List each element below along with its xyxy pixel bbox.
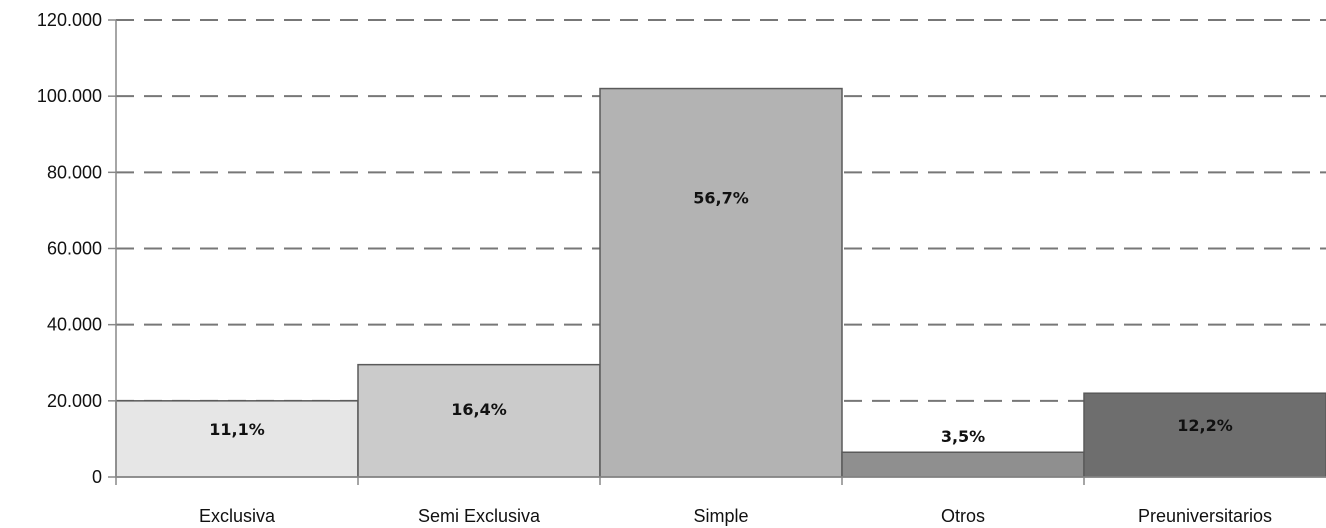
- y-tick-label: 120.000: [37, 10, 102, 30]
- y-tick-label: 60.000: [47, 239, 102, 259]
- bar-preuniversitarios: [1083, 392, 1326, 478]
- data-label: 12,2%: [1177, 416, 1233, 435]
- y-tick-label: 100.000: [37, 86, 102, 106]
- label-layer: Exclusiva 11,1% Semi Exclusiva 16,4% Simple 5…: [199, 189, 1272, 526]
- y-tick-label: 80.000: [47, 162, 102, 182]
- data-label: 3,5%: [941, 427, 985, 446]
- category-label: Otros: [941, 506, 985, 526]
- axis-layer: 0 20.000 40.000 60.000 80.000 100.000 120.000: [37, 10, 1326, 487]
- data-label: 56,7%: [693, 189, 749, 208]
- category-label: Preuniversitarios: [1138, 506, 1272, 526]
- category-label: Exclusiva: [199, 506, 276, 526]
- category-label: Semi Exclusiva: [418, 506, 541, 526]
- data-label: 16,4%: [451, 400, 507, 419]
- bar-layer: [115, 87, 1326, 478]
- category-label: Simple: [693, 506, 748, 526]
- bar-semi-exclusiva: [357, 363, 601, 478]
- data-label: 11,1%: [209, 420, 265, 439]
- y-tick-label: 0: [92, 467, 102, 487]
- bar-simple: [599, 87, 843, 478]
- y-tick-label: 20.000: [47, 391, 102, 411]
- bar-otros: [841, 451, 1085, 478]
- y-tick-label: 40.000: [47, 315, 102, 335]
